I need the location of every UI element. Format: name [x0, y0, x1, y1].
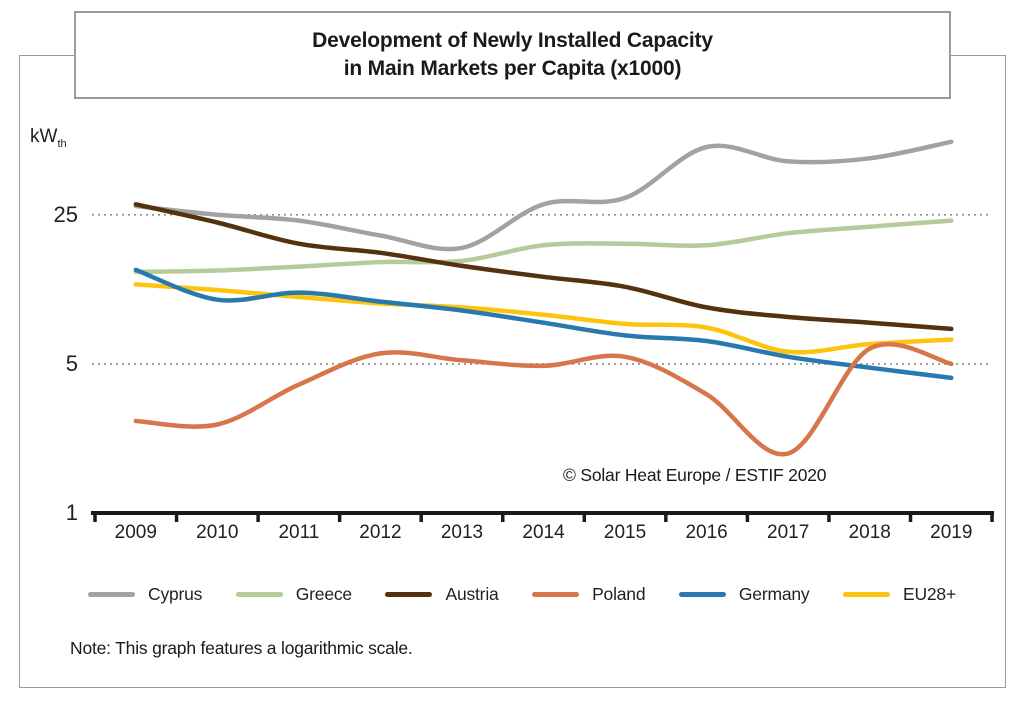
chart-title-line1: Development of Newly Installed Capacity: [312, 28, 713, 52]
series-line-austria: [133, 202, 954, 332]
series-line-germany: [133, 267, 954, 381]
legend-swatch-germany: [678, 591, 726, 598]
x-axis-label-2010: 2010: [196, 522, 238, 543]
x-axis-label-2012: 2012: [359, 522, 401, 543]
x-axis-label-2018: 2018: [849, 522, 891, 543]
legend-swatch-greece: [235, 591, 283, 598]
legend-label: Germany: [738, 584, 810, 604]
chart-title-line2: in Main Markets per Capita (x1000): [343, 57, 682, 80]
x-axis-label-2017: 2017: [767, 522, 809, 543]
footnote-text: Note: This graph features a logarithmic …: [70, 638, 413, 658]
copyright-text: © Solar Heat Europe / ESTIF 2020: [563, 465, 827, 485]
x-axis-label-2011: 2011: [278, 522, 319, 543]
series-line-cyprus: [133, 139, 954, 252]
x-axis-label-2014: 2014: [522, 522, 565, 543]
legend-swatch-cyprus: [88, 591, 135, 598]
legend-label: Cyprus: [148, 584, 203, 604]
legend-label: Austria: [445, 584, 499, 604]
y-axis-label-25: 25: [54, 202, 78, 227]
legend-swatch-austria: [385, 591, 433, 598]
y-axis-label-5: 5: [66, 351, 78, 376]
y-axis-unit-label: kWth: [30, 126, 67, 150]
legend-item-poland: Poland: [532, 584, 646, 605]
legend-item-germany: Germany: [678, 584, 810, 605]
series-line-poland: [133, 341, 954, 457]
legend-swatch-poland: [532, 591, 580, 598]
chart-legend: Cyprus Greece Austria Poland Germany EU28+: [88, 584, 956, 605]
legend-item-austria: Austria: [385, 584, 499, 605]
y-axis-label-1: 1: [66, 500, 78, 525]
legend-label: EU28+: [902, 584, 956, 604]
series-line-greece: [133, 218, 954, 275]
x-axis-label-2015: 2015: [604, 522, 646, 543]
legend-item-cyprus: Cyprus: [88, 584, 202, 605]
legend-item-greece: Greece: [235, 584, 352, 605]
x-axis-label-2019: 2019: [930, 522, 972, 543]
legend-swatch-eu28: [842, 591, 890, 598]
legend-label: Greece: [295, 584, 352, 604]
legend-label: Poland: [592, 584, 646, 604]
legend-item-eu28: EU28+: [842, 584, 956, 605]
x-axis-label-2009: 2009: [115, 522, 157, 543]
chart-title-box: Development of Newly Installed Capacity …: [74, 11, 951, 99]
x-axis-label-2016: 2016: [685, 522, 727, 543]
x-axis-label-2013: 2013: [441, 522, 483, 543]
